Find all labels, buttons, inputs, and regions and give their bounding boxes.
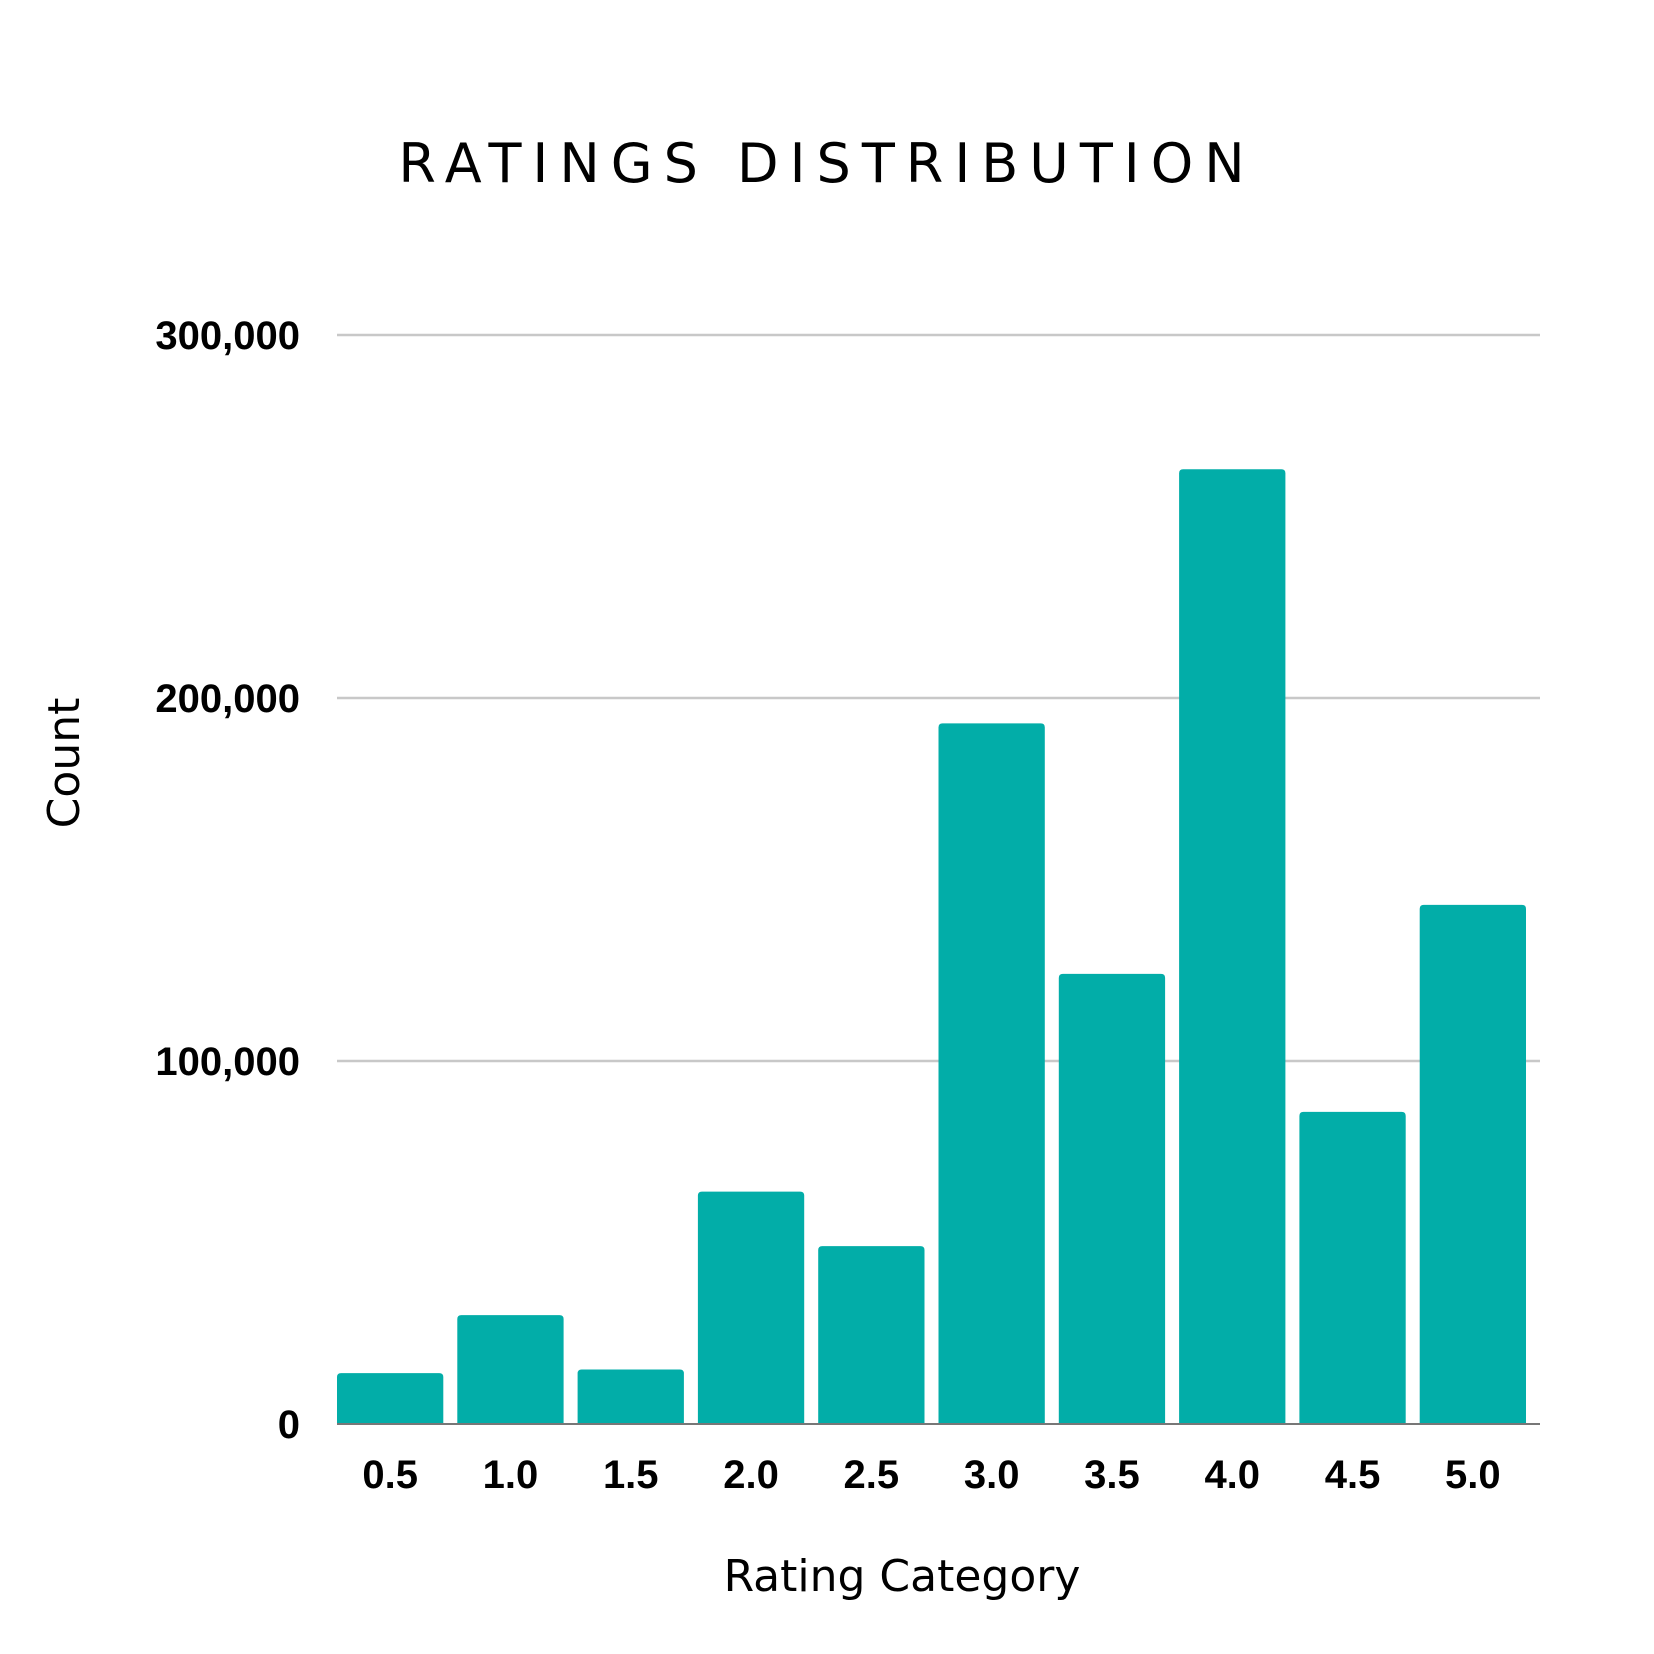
bar [577, 1369, 684, 1424]
x-tick-label: 0.5 [362, 1453, 418, 1497]
y-tick-label: 100,000 [155, 1040, 300, 1084]
chart-title: RATINGS DISTRIBUTION [398, 132, 1255, 195]
bar [457, 1315, 564, 1424]
y-axis-tick-labels: 0 100,000 200,000 300,000 [155, 314, 300, 1447]
bar [337, 1373, 444, 1424]
x-tick-label: 4.0 [1204, 1453, 1260, 1497]
x-tick-label: 3.0 [964, 1453, 1020, 1497]
y-tick-label: 0 [278, 1403, 300, 1447]
x-tick-label: 1.0 [483, 1453, 539, 1497]
x-axis-title: Rating Category [724, 1551, 1081, 1602]
y-tick-label: 200,000 [155, 677, 300, 721]
bar [1058, 973, 1166, 1424]
y-axis-title: Count [39, 698, 90, 829]
bar [1299, 1111, 1406, 1424]
x-tick-label: 2.0 [723, 1453, 779, 1497]
bar [697, 1191, 805, 1424]
x-tick-label: 2.5 [844, 1453, 900, 1497]
bars [337, 469, 1526, 1424]
y-tick-label: 300,000 [155, 314, 300, 358]
x-tick-label: 1.5 [603, 1453, 659, 1497]
bar [938, 723, 1045, 1424]
bar [818, 1246, 925, 1424]
x-axis-tick-labels: 0.5 1.0 1.5 2.0 2.5 3.0 3.5 4.0 4.5 5.0 [362, 1453, 1500, 1497]
x-tick-label: 5.0 [1445, 1453, 1501, 1497]
bar [1179, 469, 1286, 1424]
bar [1419, 904, 1526, 1424]
x-tick-label: 3.5 [1084, 1453, 1140, 1497]
x-tick-label: 4.5 [1325, 1453, 1381, 1497]
